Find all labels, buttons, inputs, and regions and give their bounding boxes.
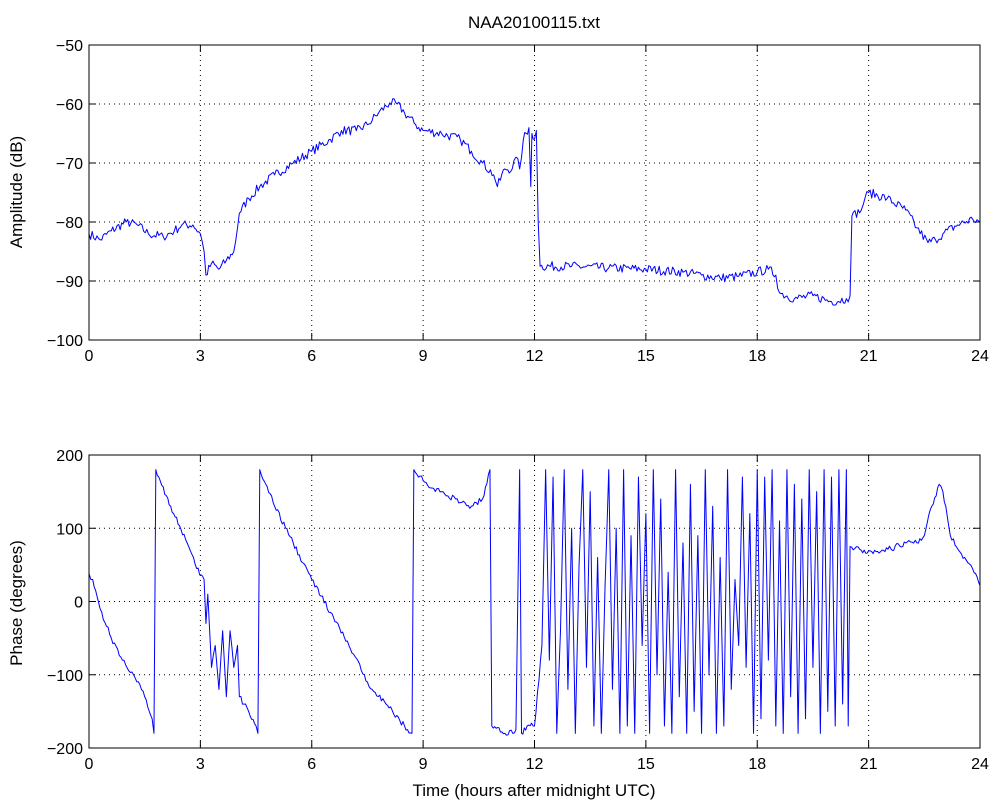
chart-title: NAA20100115.txt — [468, 13, 600, 32]
phase-x-tick-label: 21 — [860, 756, 878, 773]
amplitude-x-tick-label: 15 — [637, 348, 655, 365]
amplitude-y-tick-label: −90 — [56, 274, 83, 291]
phase-y-tick-label: 200 — [56, 448, 83, 465]
phase-x-tick-label: 6 — [307, 756, 316, 773]
phase-x-tick-label: 24 — [971, 756, 989, 773]
phase-x-tick-label: 0 — [85, 756, 94, 773]
phase-y-tick-label: 0 — [74, 595, 83, 612]
phase-x-tick-label: 3 — [196, 756, 205, 773]
phase-y-tick-label: 100 — [56, 521, 83, 538]
phase-grid — [89, 455, 980, 748]
phase-x-tick-label: 12 — [526, 756, 544, 773]
amplitude-series-line — [89, 98, 980, 306]
amplitude-grid — [89, 45, 980, 340]
amplitude-y-tick-label: −70 — [56, 156, 83, 173]
time-axis-label: Time (hours after midnight UTC) — [412, 781, 655, 800]
amplitude-y-tick-label: −100 — [47, 333, 83, 350]
amplitude-x-tick-label: 24 — [971, 348, 989, 365]
amplitude-x-tick-label: 21 — [860, 348, 878, 365]
phase-x-tick-label: 9 — [419, 756, 428, 773]
phase-panel: 0 3 6 9 12 15 18 21 24 −200 −100 0 100 200 — [47, 448, 989, 773]
phase-series-line — [89, 469, 980, 736]
amplitude-axis-label: Amplitude (dB) — [7, 136, 26, 248]
amplitude-x-tick-label: 18 — [748, 348, 766, 365]
phase-x-tick-label: 18 — [748, 756, 766, 773]
amplitude-panel: 0 3 6 9 12 15 18 21 24 −100 −90 −80 −70 −60 −50 — [47, 38, 989, 365]
amplitude-y-tick-label: −80 — [56, 215, 83, 232]
amplitude-y-tick-label: −60 — [56, 97, 83, 114]
amplitude-x-tick-label: 12 — [526, 348, 544, 365]
phase-x-tick-label: 15 — [637, 756, 655, 773]
phase-y-tick-label: −200 — [47, 741, 83, 758]
amplitude-y-tick-label: −50 — [56, 38, 83, 55]
amplitude-x-tick-label: 0 — [85, 348, 94, 365]
amplitude-x-tick-label: 3 — [196, 348, 205, 365]
amplitude-axes-frame — [88, 44, 981, 341]
phase-axis-label: Phase (degrees) — [7, 540, 26, 666]
amplitude-x-tick-label: 9 — [419, 348, 428, 365]
amplitude-x-tick-label: 6 — [307, 348, 316, 365]
phase-axes-frame — [88, 454, 981, 749]
phase-y-tick-label: −100 — [47, 668, 83, 685]
